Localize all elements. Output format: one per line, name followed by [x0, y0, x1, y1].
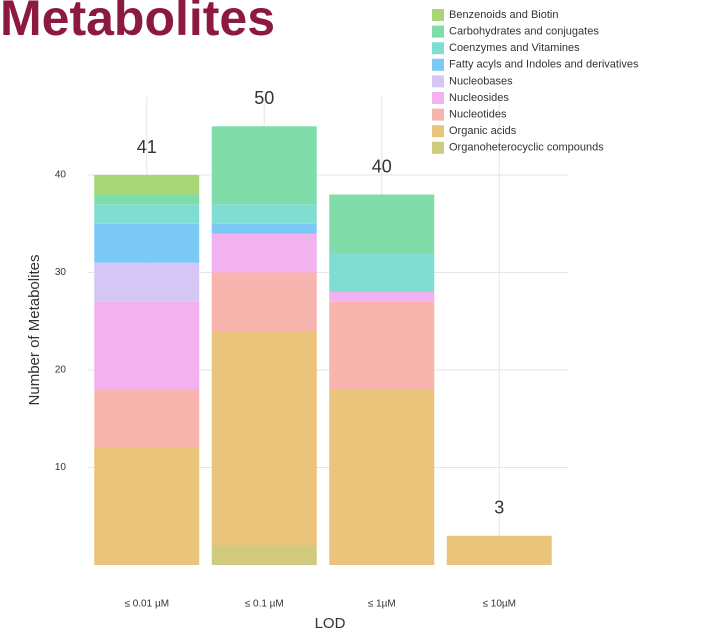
total-label: 3 — [494, 498, 504, 518]
bar-segment — [329, 194, 435, 253]
x-tick-label: ≤ 10µM — [483, 599, 516, 610]
bar-segment — [94, 204, 200, 224]
x-tick-label: ≤ 0.1 µM — [245, 599, 284, 610]
total-label: 40 — [372, 156, 392, 176]
bar-segment — [94, 301, 200, 390]
legend-swatch — [432, 141, 444, 154]
legend-label: Coenzymes and Vitamines — [449, 42, 580, 54]
legend-swatch — [432, 125, 444, 138]
bar-segment — [329, 301, 435, 390]
legend-label: Organoheterocyclic compounds — [449, 142, 604, 154]
y-tick-label: 10 — [55, 462, 67, 473]
bar-segment — [94, 389, 200, 448]
legend-swatch — [432, 75, 444, 88]
legend-swatch — [432, 42, 444, 55]
legend-swatch — [432, 58, 444, 71]
total-label: 50 — [254, 88, 274, 108]
legend-label: Organic acids — [449, 125, 517, 137]
y-tick-label: 40 — [55, 170, 67, 181]
bar-segment — [446, 535, 552, 565]
legend-label: Nucleotides — [449, 109, 507, 121]
bar-segment — [329, 253, 435, 292]
y-axis-label: Number of Metabolites — [26, 255, 43, 406]
bar-segment — [94, 223, 200, 263]
bar-segment — [94, 262, 200, 302]
bar-segment — [211, 223, 317, 234]
legend-label: Nucleosides — [449, 92, 509, 104]
bar-segment — [329, 389, 435, 565]
chart-title: Metabolites — [0, 0, 275, 46]
legend-label: Benzenoids and Biotin — [449, 9, 558, 21]
x-tick-label: ≤ 0.01 µM — [124, 599, 169, 610]
legend-swatch — [432, 108, 444, 121]
y-tick-label: 30 — [55, 267, 67, 278]
bar-segment — [211, 545, 317, 565]
legend-label: Fatty acyls and Indoles and derivatives — [449, 59, 639, 71]
bar-segment — [329, 292, 435, 302]
bar-segment — [211, 233, 317, 273]
x-tick-label: ≤ 1µM — [368, 599, 396, 610]
bar-segment — [211, 126, 317, 205]
x-axis-label: LOD — [315, 615, 346, 632]
legend-swatch — [432, 25, 444, 38]
y-tick-label: 20 — [55, 365, 67, 376]
bar-segment — [94, 448, 200, 565]
bar-segment — [94, 194, 200, 205]
bar-segment — [211, 204, 317, 224]
legend-swatch — [432, 9, 444, 21]
bar-segment — [211, 331, 317, 546]
bar-segment — [94, 175, 200, 195]
total-label: 41 — [137, 137, 157, 157]
legend-label: Nucleobases — [449, 75, 513, 87]
legend-label: Carbohydrates and conjugates — [449, 26, 599, 38]
bar-segment — [211, 272, 317, 331]
legend-swatch — [432, 92, 444, 104]
